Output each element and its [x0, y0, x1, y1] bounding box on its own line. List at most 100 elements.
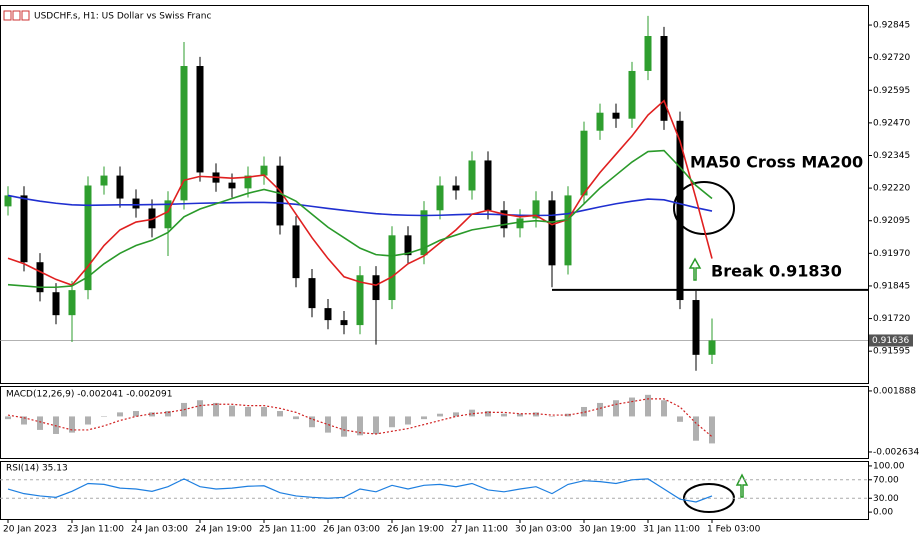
macd-bar — [293, 416, 299, 420]
candle-body — [276, 165, 284, 226]
candle-body — [260, 165, 268, 176]
line — [7, 478, 713, 503]
candle-body — [116, 175, 124, 199]
y-tick-label: 0.92595 — [873, 86, 910, 96]
macd-bar — [389, 416, 395, 428]
x-tick-label: 27 Jan 11:00 — [451, 525, 508, 535]
x-tick-label: 26 Jan 03:00 — [323, 525, 380, 535]
x-tick-label: 1 Feb 03:00 — [707, 525, 761, 535]
y-tick-label: 0.92095 — [873, 216, 910, 226]
candle-body — [388, 235, 396, 301]
x-tick-label: 20 Jan 2023 — [3, 525, 57, 535]
macd-bar — [533, 412, 539, 417]
line — [7, 149, 713, 289]
macd-bar — [469, 409, 475, 417]
macd-bar — [277, 411, 283, 417]
macd-bar — [661, 400, 667, 417]
candle-body — [292, 225, 300, 279]
candle-body — [404, 235, 412, 256]
macd-bar — [501, 413, 507, 417]
x-tick-label: 30 Jan 03:00 — [515, 525, 572, 535]
macd-bar — [373, 416, 379, 434]
annotation: Break 0.91830 — [711, 262, 842, 281]
candle-body — [532, 200, 540, 219]
x-tick-label: 25 Jan 11:00 — [259, 525, 316, 535]
candle-body — [356, 275, 364, 326]
macd-bar — [677, 416, 683, 422]
candle-body — [580, 130, 588, 196]
x-tick-label: 24 Jan 19:00 — [195, 525, 252, 535]
y-tick-label: -0.002634 — [873, 447, 919, 457]
candle-body — [436, 185, 444, 211]
candle-body — [52, 292, 60, 316]
macd-bar — [565, 413, 571, 417]
up-arrow — [688, 257, 702, 281]
macd-bar — [437, 413, 443, 417]
macd-bar — [53, 416, 59, 434]
candle-body — [372, 275, 380, 301]
y-tick-label: 0.92345 — [873, 151, 910, 161]
candle-body — [644, 36, 652, 71]
candle-body — [516, 218, 524, 229]
line — [7, 99, 713, 287]
macd-bar — [421, 416, 427, 420]
last-price-label: 0.91636 — [872, 336, 909, 346]
macd-bar — [149, 412, 155, 417]
macd-bar — [117, 412, 123, 417]
y-tick-label: 0.91720 — [873, 314, 910, 324]
candle-body — [612, 112, 620, 119]
candle-body — [196, 66, 204, 173]
rsi-label: RSI(14) 35.13 — [6, 464, 68, 474]
x-tick-label: 26 Jan 19:00 — [387, 525, 444, 535]
candle-body — [452, 185, 460, 191]
candle-body — [420, 210, 428, 256]
candle-body — [692, 300, 700, 355]
y-tick-label: 0.91845 — [873, 281, 910, 291]
macd-bar — [485, 411, 491, 417]
macd-bar — [261, 406, 267, 417]
candle-body — [676, 120, 684, 301]
candle-body — [596, 112, 604, 131]
macd-bar — [357, 416, 363, 436]
candle-body — [180, 66, 188, 201]
x-tick-label: 30 Jan 19:00 — [579, 525, 636, 535]
icon — [21, 10, 30, 21]
y-tick-label: 100.00 — [873, 461, 905, 471]
candle-body — [228, 182, 236, 189]
candle-body — [148, 208, 156, 229]
macd-bar — [613, 400, 619, 417]
macd-bar — [597, 402, 603, 417]
candle-body — [20, 195, 28, 263]
line — [7, 194, 713, 217]
y-tick-label: 70.00 — [873, 475, 899, 485]
macd-bar — [341, 416, 347, 437]
x-tick-label: 23 Jan 11:00 — [67, 525, 124, 535]
rsi-panel — [0, 461, 869, 520]
y-tick-label: 0.00 — [873, 508, 893, 518]
y-tick-label: 0.91970 — [873, 249, 910, 259]
macd-bar — [197, 400, 203, 417]
candle-body — [164, 200, 172, 229]
macd-bar — [405, 416, 411, 425]
y-tick-label: 0.91595 — [873, 347, 910, 357]
y-tick-label: 0.92220 — [873, 184, 910, 194]
macd-bar — [165, 411, 171, 417]
main-panel — [0, 5, 869, 384]
macd-bar — [325, 416, 331, 433]
macd-bar — [517, 413, 523, 417]
y-tick-label: 0.92720 — [873, 53, 910, 63]
candle-body — [132, 198, 140, 209]
macd-bar — [309, 416, 315, 428]
candle-body — [548, 200, 556, 266]
macd-bar — [85, 416, 91, 425]
macd-bar — [69, 416, 75, 433]
macd-label: MACD(12,26,9) -0.002041 -0.002091 — [6, 390, 172, 400]
candle-body — [68, 290, 76, 316]
candle-body — [100, 175, 108, 186]
macd-bar — [229, 405, 235, 417]
macd-bar — [581, 406, 587, 417]
macd-bar — [21, 416, 27, 425]
macd-bar — [453, 412, 459, 417]
